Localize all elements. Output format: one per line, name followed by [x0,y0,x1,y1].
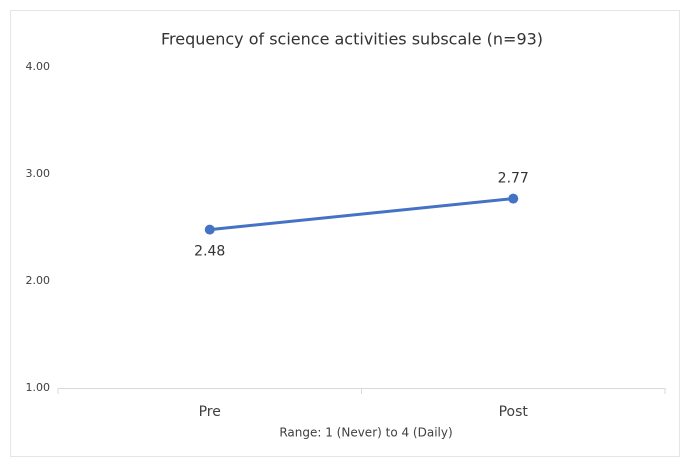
x-tick-label: Pre [199,404,221,420]
chart-border [10,10,680,457]
y-tick-label: 1.00 [26,381,51,394]
y-tick-label: 2.00 [26,274,51,287]
y-tick-label: 4.00 [26,60,51,73]
line-series [209,197,514,232]
y-tick-label: 3.00 [26,167,51,180]
data-label: 2.77 [498,171,529,187]
data-point [508,193,519,204]
x-axis-label: Range: 1 (Never) to 4 (Daily) [279,426,452,440]
chart-title: Frequency of science activities subscale… [161,30,543,49]
data-point [204,224,215,235]
data-label: 2.48 [194,244,225,260]
x-tick-label: Post [499,404,529,420]
